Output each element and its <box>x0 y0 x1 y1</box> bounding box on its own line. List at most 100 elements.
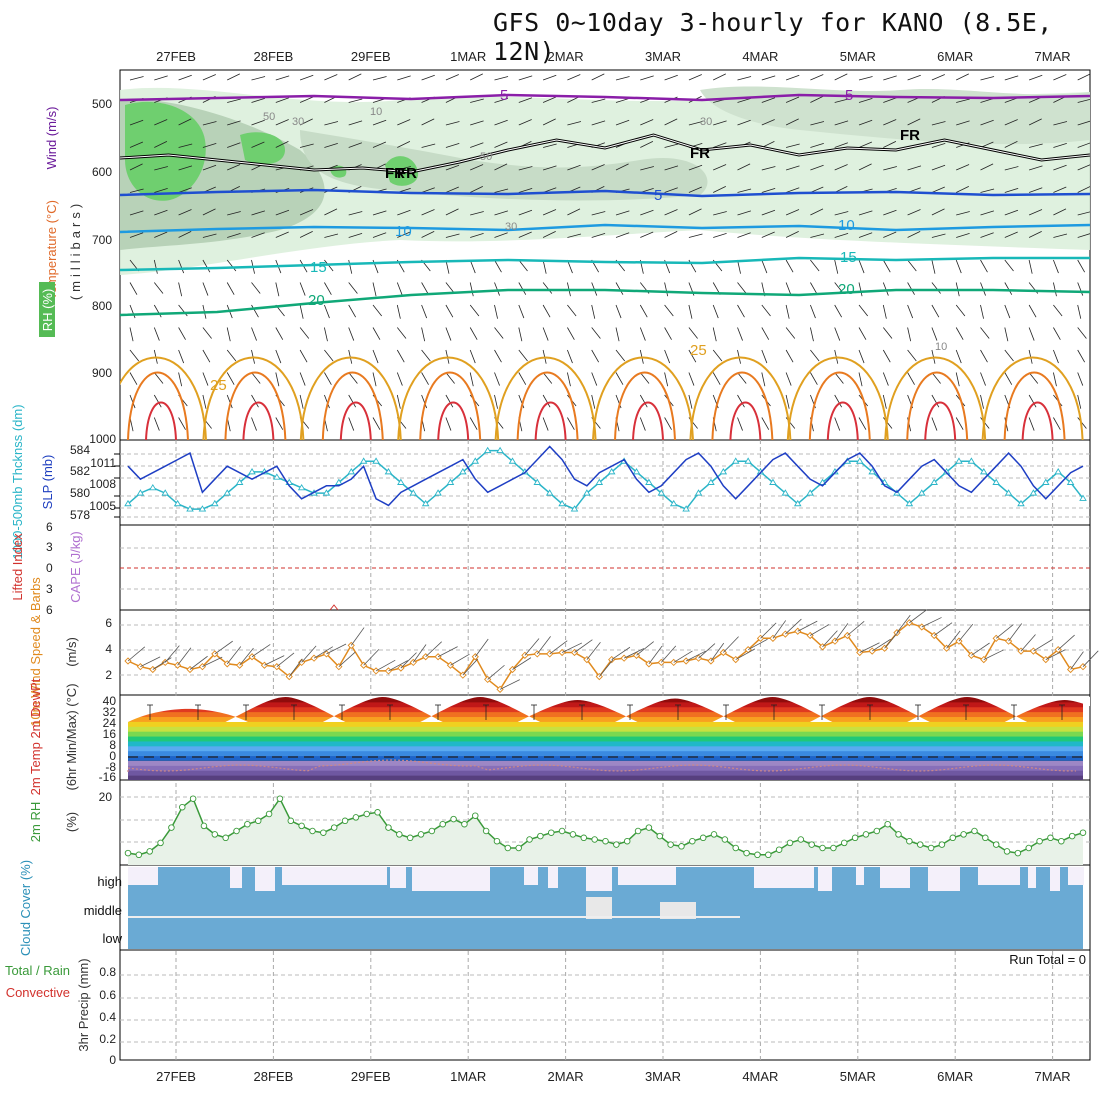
rh2m-line-point <box>721 836 729 843</box>
cape-ticks: 6 3 0 3 6 Lifted Index CAPE (J/kg) <box>10 520 83 617</box>
rh2m-line-point <box>200 822 208 830</box>
upper-wind-barb <box>810 208 824 216</box>
rh2m-line-point <box>623 837 631 845</box>
upper-wind-barb <box>664 282 669 297</box>
upper-wind-barb <box>275 97 290 103</box>
temp-max-mask <box>128 697 1090 722</box>
upper-wind-barb <box>129 304 136 319</box>
upper-wind-barb <box>980 304 984 319</box>
wind10-panel <box>119 609 1091 696</box>
upper-wind-barb <box>615 163 629 171</box>
ylabel-thickness: 1000-500mb Thcknss (dm) <box>10 404 25 559</box>
upper-wind-barb <box>591 372 598 386</box>
date-top-29feb: 29FEB <box>351 49 391 64</box>
upper-wind-barb <box>1028 259 1033 274</box>
rh2m-line-point <box>699 834 707 842</box>
upper-wind-barb <box>761 97 776 103</box>
upper-wind-barb <box>397 75 411 81</box>
wind10-barb <box>375 659 396 672</box>
upper-wind-barb <box>445 164 460 171</box>
upper-wind-barb <box>518 349 528 362</box>
upper-wind-barb <box>591 349 600 363</box>
upper-wind-barb <box>1004 187 1019 193</box>
thickness-line-point <box>1029 489 1038 496</box>
upper-wind-barb <box>931 208 945 216</box>
upper-wind-barb <box>348 142 362 148</box>
upper-wind-barb <box>907 372 915 385</box>
wind10-barb <box>313 646 334 659</box>
upper-wind-barb <box>639 304 648 318</box>
thickness-line-point <box>322 489 331 496</box>
upper-wind-barb <box>178 118 192 126</box>
upper-wind-barb <box>931 282 941 294</box>
ylabel-lifted-index: Lifted Index <box>10 533 25 601</box>
upper-wind-barb <box>567 304 577 317</box>
upper-wind-barb <box>785 394 790 409</box>
upper-wind-barb <box>1029 143 1043 148</box>
thickness-line-point <box>186 505 194 512</box>
upper-wind-barb <box>299 304 304 319</box>
contour-label-10: 10 <box>838 217 855 234</box>
isotherm-25-arch <box>494 356 597 440</box>
upper-wind-barb <box>810 164 824 171</box>
rh2m-line-point <box>873 827 881 835</box>
rh2m-line-point <box>1025 844 1032 852</box>
upper-wind-barb <box>882 259 891 273</box>
thickness-line-point <box>149 483 157 491</box>
upper-wind-barb <box>713 142 727 148</box>
cloud-high-gap <box>928 867 960 891</box>
chart-title: GFS 0~10day 3-hourly for KANO (8.5E, 12N… <box>493 8 1053 66</box>
upper-wind-barb <box>688 186 702 193</box>
upper-wind-barb <box>980 119 994 126</box>
cloud-ticks: high middle low Cloud Cover (%) <box>18 860 123 956</box>
upper-wind-barb <box>664 143 679 148</box>
upper-wind-barb <box>445 417 452 431</box>
upper-wind-barb <box>202 394 207 409</box>
upper-wind-barb <box>907 327 912 342</box>
temp-tick-8: 8 <box>109 738 116 752</box>
upper-wind-barb <box>956 98 970 103</box>
upper-wind-barb <box>688 372 695 386</box>
upper-wind-barb <box>421 349 431 362</box>
contour-label-5: 5 <box>845 87 853 104</box>
upper-wind-barb <box>737 188 752 193</box>
contour-label-15: 15 <box>840 249 857 266</box>
upper-wind-barb <box>1077 233 1090 238</box>
upper-wind-barb <box>1053 208 1067 216</box>
rh2m-line-point <box>537 832 544 840</box>
rh2m-line-point <box>938 841 946 848</box>
wind10-barb <box>685 650 706 662</box>
upper-wind-barb <box>688 349 697 363</box>
wind10-barb <box>499 679 520 690</box>
upper-wind-barb <box>154 231 168 238</box>
upper-wind-barb <box>469 349 476 364</box>
upper-wind-barb <box>348 232 363 238</box>
upper-wind-barb <box>202 233 217 238</box>
upper-wind-barb <box>494 259 502 273</box>
isotherm-5 <box>120 188 1090 198</box>
cloud-high-gap <box>978 867 1020 885</box>
upper-wind-barb <box>761 187 776 193</box>
upper-wind-barb <box>251 76 266 81</box>
upper-wind-barb <box>1053 327 1061 340</box>
isotherm-20 <box>120 288 1090 317</box>
upper-wind-barb <box>591 98 606 103</box>
upper-wind-barb <box>834 232 849 238</box>
upper-wind-barb <box>1077 142 1090 148</box>
upper-wind-barb <box>1053 233 1068 238</box>
rh2m-line-point <box>515 844 522 852</box>
wind10-barb <box>425 641 442 658</box>
wind10-barb <box>301 645 317 663</box>
upper-wind-barb <box>251 210 265 216</box>
rh2m-line-point <box>428 827 436 835</box>
cloud-high-gap <box>856 867 864 885</box>
isotherm-30-arch <box>1003 371 1066 440</box>
upper-wind-barb <box>421 372 429 385</box>
upper-wind-barb <box>980 394 984 409</box>
upper-wind-barb <box>397 141 411 148</box>
thickness-line-point <box>955 457 963 464</box>
temp-color-band-8 <box>128 736 1083 742</box>
upper-wind-barb <box>542 327 549 341</box>
upper-wind-barb <box>275 209 290 216</box>
thickness-line-point <box>719 468 728 475</box>
